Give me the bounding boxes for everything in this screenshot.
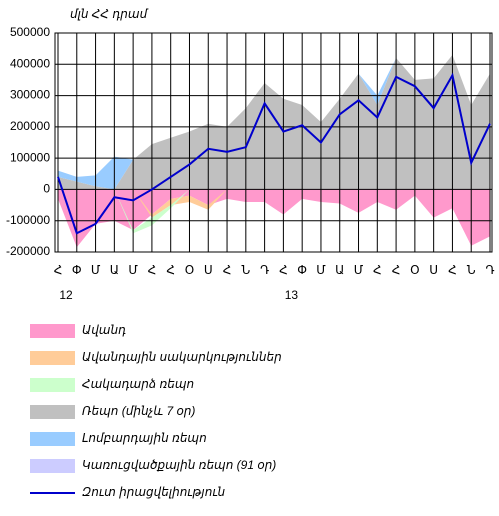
y-tick-label: 300000 xyxy=(10,88,50,102)
x-tick-label: Մ xyxy=(91,263,101,277)
x-tick-label: Դ xyxy=(260,263,269,277)
x-group-label: 13 xyxy=(285,288,299,302)
legend-label: Զուտ իրացվելիություն xyxy=(82,485,226,499)
legend-label: Հակադարձ ռեպո xyxy=(82,377,194,391)
x-tick-label: Ն xyxy=(241,263,250,277)
x-tick-label: Մ xyxy=(128,263,138,277)
area xyxy=(58,189,490,248)
x-tick-label: Մ xyxy=(354,263,364,277)
y-tick-label: 0 xyxy=(43,182,50,196)
legend-swatch xyxy=(30,405,75,419)
legend-label: Ռեպո (մինչև 7 օր) xyxy=(82,404,195,418)
plot-border xyxy=(54,32,493,253)
x-group-label: 12 xyxy=(59,288,73,302)
x-tick-label: Ս xyxy=(204,263,213,277)
x-tick-label: Հ xyxy=(166,263,175,277)
legend-swatch xyxy=(30,432,75,446)
x-tick-label: Հ xyxy=(373,263,382,277)
x-tick-label: Օ xyxy=(410,263,419,277)
x-tick-label: Օ xyxy=(185,263,194,277)
legend-label: Լոմբարդային ռեպո xyxy=(82,431,207,445)
legend-label: Ավանդ xyxy=(82,323,126,337)
y-tick-label: 400000 xyxy=(10,56,50,70)
x-tick-label: Մ xyxy=(316,263,326,277)
legend-swatch xyxy=(30,351,75,365)
x-tick-label: Փ xyxy=(297,263,307,277)
x-tick-label: Հ xyxy=(148,263,157,277)
x-tick-label: Փ xyxy=(72,263,82,277)
x-tick-label: Ն xyxy=(467,263,476,277)
x-tick-label: Հ xyxy=(223,263,232,277)
legend-swatch xyxy=(30,324,75,338)
line xyxy=(57,72,491,235)
y-axis-label: մլն ՀՀ դրամ xyxy=(70,7,149,21)
legend-label: Ավանդային սակարկություններ xyxy=(82,350,282,364)
y-tick-label: 200000 xyxy=(10,119,50,133)
x-tick-label: Հ xyxy=(448,263,457,277)
y-tick-label: 500000 xyxy=(10,25,50,39)
x-tick-label: Հ xyxy=(54,263,63,277)
x-tick-label: Հ xyxy=(392,263,401,277)
y-tick-label: -200000 xyxy=(6,244,50,258)
y-tick-label: -100000 xyxy=(6,213,50,227)
y-tick-label: 100000 xyxy=(10,150,50,164)
area xyxy=(58,54,490,190)
x-tick-label: Դ xyxy=(485,263,494,277)
area xyxy=(58,54,490,190)
x-tick-label: Ա xyxy=(335,263,344,277)
x-tick-label: Հ xyxy=(279,263,288,277)
x-tick-label: Ս xyxy=(429,263,438,277)
legend-swatch xyxy=(30,378,75,392)
legend-swatch xyxy=(30,459,75,473)
x-tick-label: Ա xyxy=(110,263,119,277)
legend-label: Կառուցվածքային ռեպո (91 օր) xyxy=(82,458,276,472)
